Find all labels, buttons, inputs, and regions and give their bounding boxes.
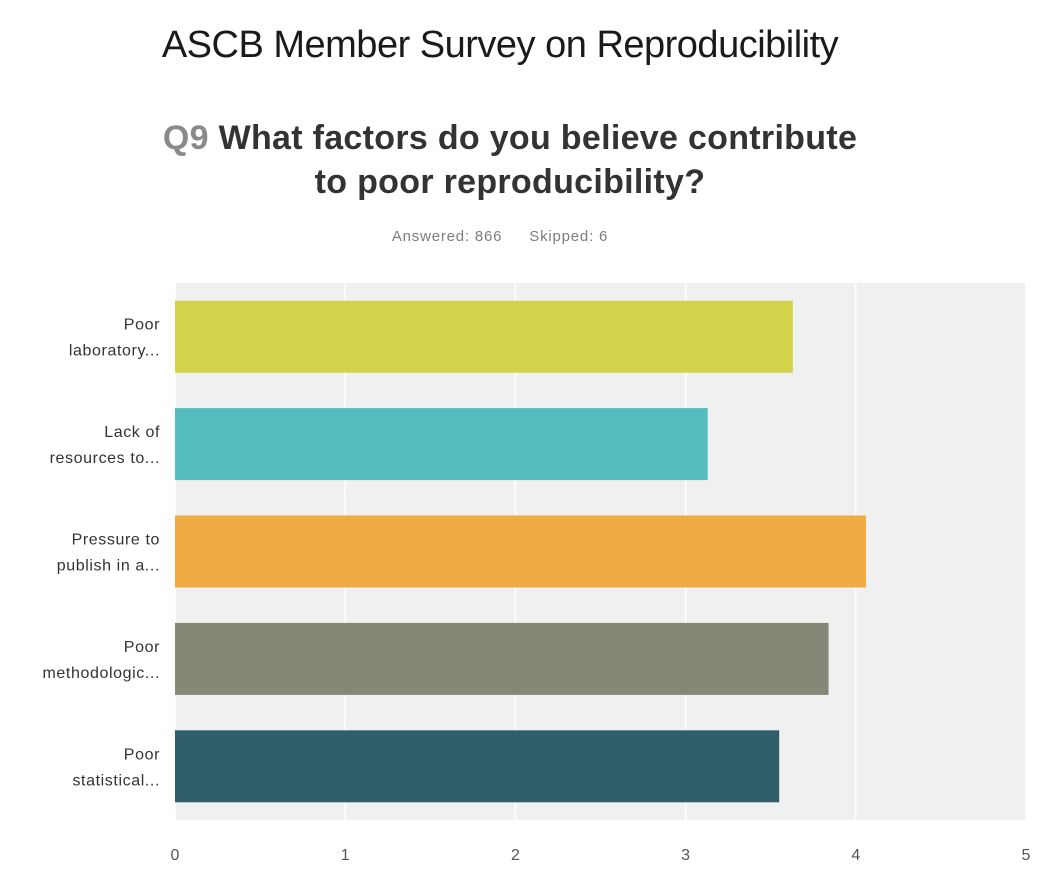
category-label-0-line-1: laboratory...	[69, 343, 160, 360]
x-tick-label-3: 3	[681, 847, 690, 864]
category-label-4-line-0: Poor	[124, 746, 160, 763]
question-text-line1: What factors do you believe contribute	[218, 119, 858, 157]
category-label-0-line-0: Poor	[124, 317, 160, 334]
bar-1	[175, 408, 708, 481]
category-label-3-line-1: methodologic...	[42, 665, 160, 682]
bar-3	[175, 622, 829, 695]
category-label-2-line-0: Pressure to	[72, 532, 160, 549]
category-label-3-line-0: Poor	[124, 639, 160, 656]
response-stats: Answered: 866 Skipped: 6	[0, 228, 1000, 245]
category-label-1-line-0: Lack of	[104, 424, 160, 441]
bar-chart: Poor laboratory... Lack of resources to... P…	[42, 283, 1031, 864]
bar-0	[175, 300, 793, 373]
skipped-count: Skipped: 6	[529, 228, 609, 245]
page-title: ASCB Member Survey on Reproducibility	[161, 24, 839, 66]
bar-2	[175, 515, 867, 588]
answered-count: Answered: 866	[391, 228, 503, 245]
bar-4	[175, 730, 780, 803]
x-tick-label-0: 0	[171, 847, 180, 864]
question-title: Q9 What factors do you believe contribut…	[110, 116, 910, 204]
x-tick-label-5: 5	[1022, 847, 1031, 864]
question-number: Q9	[162, 119, 209, 157]
question-text-line2: to poor reproducibility?	[314, 163, 706, 201]
category-label-4-line-1: statistical...	[72, 772, 160, 789]
x-tick-label-2: 2	[511, 847, 520, 864]
category-label-1-line-1: resources to...	[50, 450, 160, 467]
x-tick-label-4: 4	[851, 847, 860, 864]
category-label-2-line-1: publish in a...	[57, 558, 160, 575]
x-tick-label-1: 1	[341, 847, 350, 864]
